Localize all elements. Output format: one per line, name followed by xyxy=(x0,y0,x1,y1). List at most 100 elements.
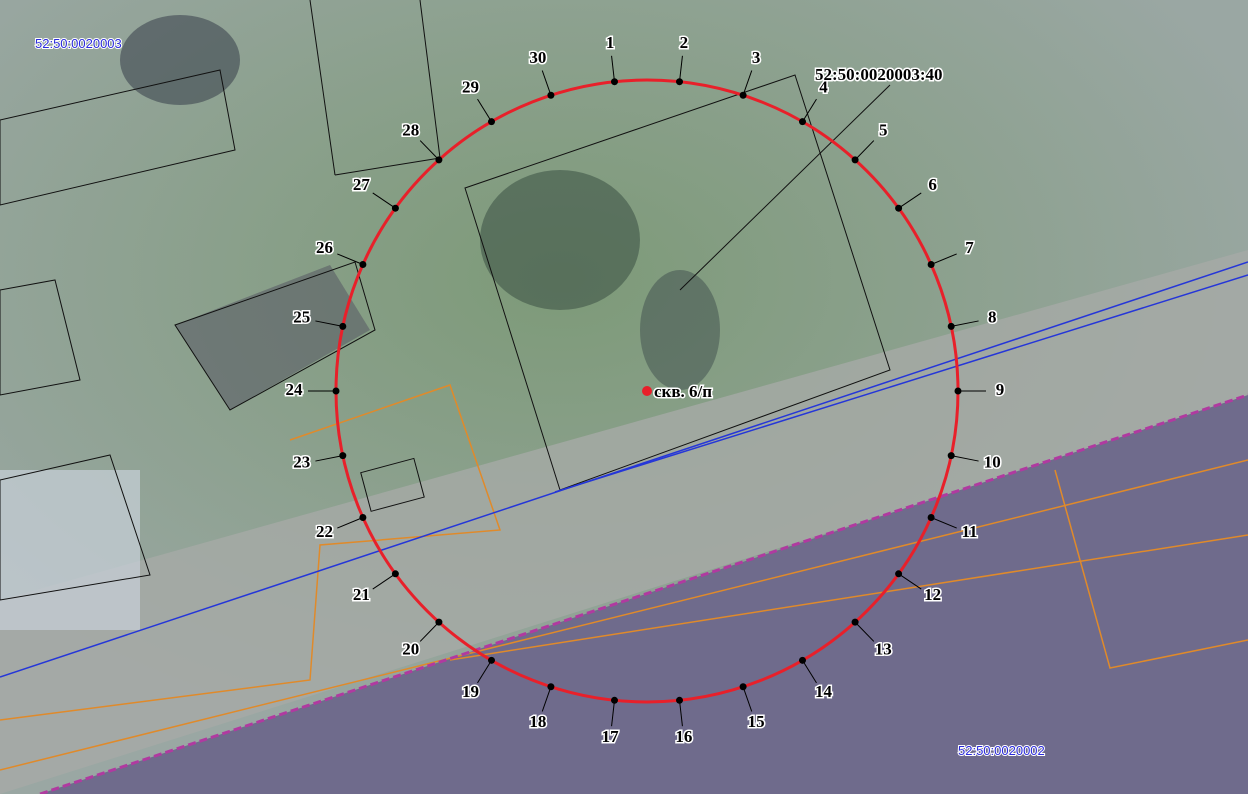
point xyxy=(851,156,859,164)
point-label: 19 xyxy=(462,682,479,701)
leader-line xyxy=(337,253,364,265)
point-label: 22 xyxy=(316,522,333,541)
orange-parcels xyxy=(0,384,1248,771)
point-label: 29 xyxy=(462,78,479,97)
point xyxy=(488,118,495,126)
well-label: скв. 6/п xyxy=(654,382,712,401)
trees xyxy=(120,15,240,105)
building xyxy=(0,470,140,630)
point xyxy=(435,618,443,626)
point-label: 26 xyxy=(316,238,333,257)
leader-line xyxy=(951,455,979,462)
leader-line xyxy=(898,573,922,590)
leader-line xyxy=(742,70,753,96)
point-label: 8 xyxy=(988,307,997,326)
point xyxy=(488,656,495,664)
point xyxy=(927,513,935,521)
leader-line xyxy=(951,320,979,327)
point xyxy=(851,618,859,626)
point-label: 7 xyxy=(965,238,974,257)
leader-line xyxy=(315,320,343,327)
cadastral-label: 52:50:0020003 xyxy=(35,36,122,51)
point-label: 17 xyxy=(602,727,620,746)
building xyxy=(175,265,370,410)
leader-line xyxy=(611,700,615,727)
point-label: 4 xyxy=(819,78,828,97)
leader-line xyxy=(372,573,396,590)
cadastral-label: 52:50:0020002 xyxy=(958,743,1045,758)
point-label: 10 xyxy=(984,452,1001,471)
point-label: 15 xyxy=(748,712,765,731)
leader-line xyxy=(679,700,683,727)
parcel-boundaries xyxy=(0,0,891,601)
leader-line xyxy=(742,686,753,712)
point xyxy=(676,696,684,704)
point-label: 27 xyxy=(353,175,371,194)
point-label: 28 xyxy=(402,121,419,140)
leader-line xyxy=(802,660,817,684)
point-label: 24 xyxy=(286,380,304,399)
point-label: 6 xyxy=(928,175,937,194)
blue-lines xyxy=(0,261,1248,678)
point xyxy=(435,156,443,164)
leader-line xyxy=(315,455,343,462)
point xyxy=(359,513,367,521)
point-label: 14 xyxy=(815,682,833,701)
point xyxy=(895,570,903,578)
leader-line xyxy=(611,55,615,82)
leader-line xyxy=(930,253,957,265)
point-label: 23 xyxy=(293,452,310,471)
point-label: 11 xyxy=(961,522,977,541)
points: 1 234567891011121314151617181920212223242… xyxy=(284,31,1006,747)
point-label: 5 xyxy=(879,121,888,140)
purple-dashed-line xyxy=(39,393,1248,794)
point xyxy=(391,204,399,212)
point xyxy=(739,91,747,99)
leader-line xyxy=(802,98,817,122)
point-label: 20 xyxy=(402,639,419,658)
leader-line xyxy=(419,140,440,161)
point xyxy=(610,78,618,86)
well-marker xyxy=(642,386,652,396)
point xyxy=(547,683,555,691)
point xyxy=(676,78,684,86)
leader-line xyxy=(477,660,492,684)
leader-line xyxy=(541,686,552,712)
point-label: 3 xyxy=(752,48,761,67)
point xyxy=(359,261,367,269)
point xyxy=(895,204,903,212)
point-label: 18 xyxy=(529,712,546,731)
point-label: 9 xyxy=(996,380,1005,399)
leader-line xyxy=(854,621,875,642)
point xyxy=(954,387,962,395)
leader-line xyxy=(337,517,364,529)
point xyxy=(547,91,555,99)
trees xyxy=(640,270,720,390)
point-label: 16 xyxy=(675,727,692,746)
point xyxy=(610,696,618,704)
point-label: 12 xyxy=(924,585,941,604)
leader-line xyxy=(372,192,396,209)
leader-line xyxy=(930,517,957,529)
point-label: 13 xyxy=(875,639,892,658)
leader-line xyxy=(541,70,552,96)
point xyxy=(339,322,347,330)
leader-line xyxy=(477,98,492,122)
leader-line xyxy=(898,192,922,209)
point-label: 25 xyxy=(293,307,310,326)
leader-line xyxy=(679,55,683,82)
point xyxy=(332,387,340,395)
point-label: 2 xyxy=(680,33,689,52)
point-label: 21 xyxy=(353,585,370,604)
point xyxy=(947,452,955,460)
point xyxy=(739,683,747,691)
point-label: 30 xyxy=(529,48,546,67)
point xyxy=(799,118,806,126)
leader-line xyxy=(419,621,440,642)
point xyxy=(927,261,935,269)
point xyxy=(947,322,955,330)
point-label: 1 xyxy=(606,33,615,52)
cadastral-label: 52:50:0020003:40 xyxy=(815,65,942,84)
point xyxy=(391,570,399,578)
